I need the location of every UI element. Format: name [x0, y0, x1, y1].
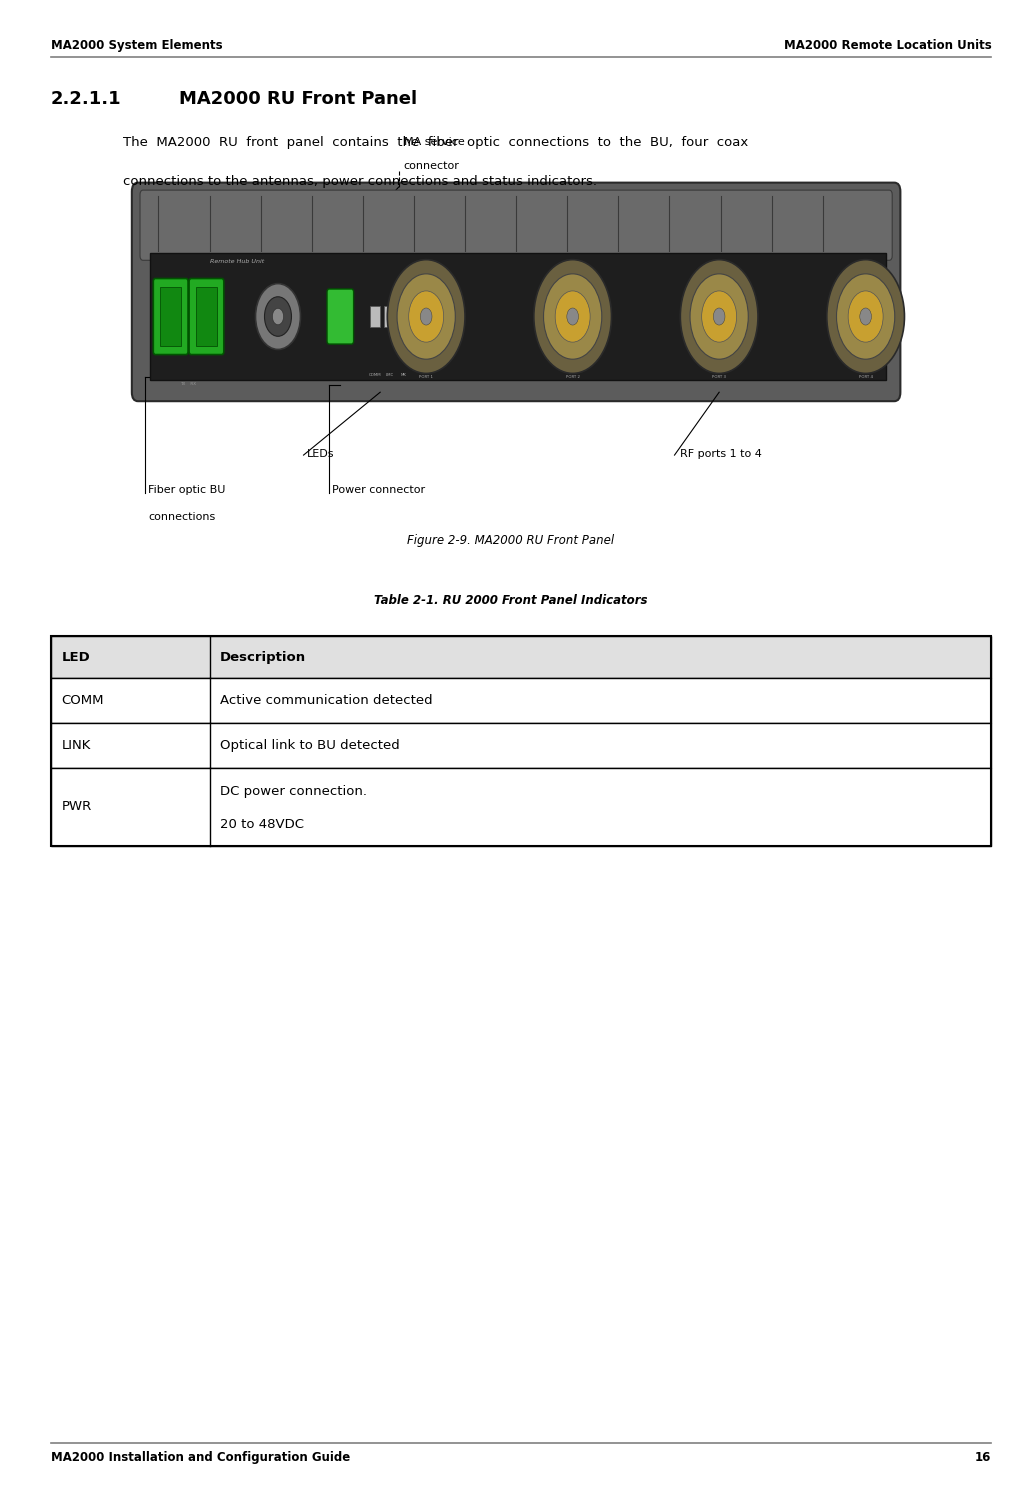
FancyBboxPatch shape	[327, 289, 354, 344]
Text: PORT 4: PORT 4	[858, 374, 873, 379]
Circle shape	[681, 259, 758, 373]
Circle shape	[420, 308, 432, 325]
Text: Table 2-1. RU 2000 Front Panel Indicators: Table 2-1. RU 2000 Front Panel Indicator…	[374, 594, 648, 608]
Circle shape	[533, 259, 611, 373]
Circle shape	[265, 296, 291, 337]
Text: PORT 2: PORT 2	[565, 374, 579, 379]
Bar	[160, 287, 181, 346]
Text: LINK: LINK	[61, 740, 91, 751]
Text: TX    RX: TX RX	[181, 382, 196, 386]
Text: Fiber optic BU: Fiber optic BU	[148, 485, 226, 496]
Bar	[51, 678, 991, 723]
Text: MK: MK	[401, 373, 407, 377]
Text: LEDs: LEDs	[307, 449, 334, 460]
Circle shape	[398, 274, 456, 359]
Text: 20 to 48VDC: 20 to 48VDC	[220, 817, 304, 831]
FancyBboxPatch shape	[153, 278, 188, 355]
Text: COMM: COMM	[61, 695, 104, 707]
Text: Remote Hub Unit: Remote Hub Unit	[210, 259, 264, 263]
Text: connections to the antennas, power connections and status indicators.: connections to the antennas, power conne…	[123, 175, 597, 189]
Circle shape	[409, 290, 444, 343]
Bar	[196, 287, 217, 346]
Text: Optical link to BU detected: Optical link to BU detected	[220, 740, 400, 751]
Circle shape	[690, 274, 748, 359]
Circle shape	[555, 290, 590, 343]
Bar	[384, 305, 394, 326]
Bar	[51, 636, 991, 678]
Circle shape	[567, 308, 578, 325]
Text: Active communication detected: Active communication detected	[220, 695, 432, 707]
FancyBboxPatch shape	[132, 183, 900, 401]
Text: RF ports 1 to 4: RF ports 1 to 4	[680, 449, 761, 460]
FancyBboxPatch shape	[140, 190, 892, 260]
Text: Power connector: Power connector	[332, 485, 425, 496]
Text: PORT 3: PORT 3	[712, 374, 727, 379]
Circle shape	[272, 308, 284, 325]
Text: MA2000 System Elements: MA2000 System Elements	[51, 39, 223, 52]
Text: LED: LED	[61, 651, 90, 663]
Text: The  MA2000  RU  front  panel  contains  the  fiber  optic  connections  to  the: The MA2000 RU front panel contains the f…	[123, 136, 748, 150]
Bar	[51, 723, 991, 768]
Bar	[51, 768, 991, 846]
FancyBboxPatch shape	[189, 278, 224, 355]
Text: 2.2.1.1: 2.2.1.1	[51, 90, 122, 108]
Circle shape	[702, 290, 737, 343]
Text: PWR: PWR	[61, 801, 92, 813]
Text: DC power connection.: DC power connection.	[220, 784, 367, 798]
Circle shape	[256, 283, 300, 349]
Circle shape	[827, 259, 904, 373]
Text: connector: connector	[404, 160, 460, 171]
Circle shape	[836, 274, 895, 359]
Circle shape	[848, 290, 883, 343]
Text: MA service: MA service	[404, 136, 464, 147]
Text: LMC: LMC	[385, 373, 393, 377]
Text: 16: 16	[975, 1451, 991, 1464]
Circle shape	[544, 274, 602, 359]
Circle shape	[860, 308, 872, 325]
Bar	[150, 253, 886, 380]
Text: MA2000 RU Front Panel: MA2000 RU Front Panel	[179, 90, 417, 108]
Text: COMM: COMM	[369, 373, 381, 377]
Text: connections: connections	[148, 512, 216, 522]
Text: MA2000 Installation and Configuration Guide: MA2000 Installation and Configuration Gu…	[51, 1451, 351, 1464]
Text: Figure 2-9. MA2000 RU Front Panel: Figure 2-9. MA2000 RU Front Panel	[408, 534, 614, 548]
Text: Description: Description	[220, 651, 306, 663]
Bar	[399, 305, 409, 326]
Circle shape	[713, 308, 725, 325]
Text: MA2000 Remote Location Units: MA2000 Remote Location Units	[784, 39, 991, 52]
Bar	[370, 305, 380, 326]
Bar	[51, 636, 991, 846]
Circle shape	[387, 259, 465, 373]
Text: PORT 1: PORT 1	[419, 374, 433, 379]
